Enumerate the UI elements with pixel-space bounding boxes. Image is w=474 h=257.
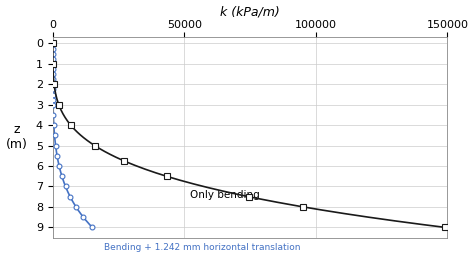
Text: Bending + 1.242 mm horizontal translation: Bending + 1.242 mm horizontal translatio… — [104, 243, 301, 252]
Text: Only bending: Only bending — [190, 190, 259, 200]
X-axis label: k (kPa/m): k (kPa/m) — [220, 6, 280, 19]
Y-axis label: z
(m): z (m) — [6, 123, 27, 151]
